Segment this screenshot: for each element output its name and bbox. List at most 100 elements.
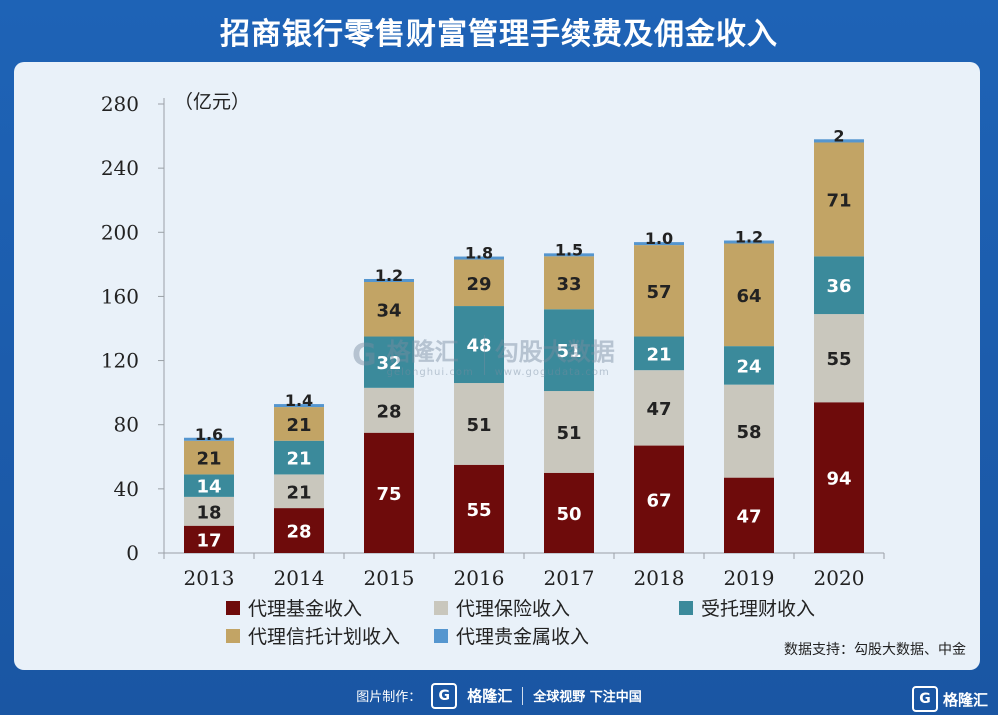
- corner-logo-icon: G: [911, 686, 938, 712]
- bar-label: 64: [736, 286, 761, 307]
- bar-label: 36: [826, 276, 851, 297]
- bar-segment: [184, 440, 234, 475]
- x-tick-label: 2015: [364, 566, 415, 590]
- bar-segment: [544, 253, 594, 257]
- x-tick-label: 2018: [634, 566, 685, 590]
- bar-label: 17: [196, 530, 221, 551]
- legend-label: 代理基金收入: [248, 598, 362, 620]
- bar-label: 21: [286, 482, 311, 503]
- bar-label: 75: [376, 484, 401, 505]
- watermark-brand: 格隆汇: [386, 338, 459, 366]
- legend-swatch: [226, 629, 240, 643]
- footer-prefix: 图片制作：: [356, 690, 422, 705]
- legend-label: 代理信托计划收入: [248, 626, 400, 648]
- bar-label: 18: [196, 502, 221, 523]
- y-axis-unit: （亿元）: [174, 91, 250, 113]
- bar-segment: [184, 525, 234, 553]
- bar-segment: [634, 245, 684, 337]
- corner-brand: G 格隆汇: [911, 686, 988, 712]
- bar-segment: [454, 256, 504, 260]
- bar-segment: [724, 240, 774, 244]
- bar-label: 33: [556, 274, 581, 295]
- bar-label: 67: [646, 490, 671, 511]
- bar-label: 47: [646, 399, 671, 420]
- bar-label: 21: [286, 449, 311, 470]
- bar-segment: [274, 440, 324, 475]
- legend-swatch: [434, 629, 448, 643]
- bar-segment: [454, 259, 504, 307]
- x-tick-label: 2013: [184, 566, 235, 590]
- bar-label: 29: [466, 274, 491, 295]
- bar-segment: [454, 306, 504, 384]
- legend-label: 代理保险收入: [456, 598, 570, 620]
- bar-label: 2: [833, 126, 844, 145]
- bar-segment: [274, 474, 324, 509]
- bar-label: 28: [376, 401, 401, 422]
- bar-segment: [184, 437, 234, 441]
- bar-segment: [274, 508, 324, 553]
- footer: 图片制作： G 格隆汇 全球视野 下注中国: [0, 676, 998, 715]
- bar-label: 51: [556, 341, 581, 362]
- legend-swatch: [679, 601, 693, 615]
- bar-label: 51: [466, 415, 491, 436]
- bar-label: 1.2: [375, 266, 403, 285]
- bar-label: 47: [736, 506, 761, 527]
- stacked-bar-chart: 0 40 80 120 160 200 240 280 （亿元） 2013 2014 2015 2016…: [101, 91, 966, 658]
- bar-segment: [724, 477, 774, 553]
- legend-swatch: [226, 601, 240, 615]
- bar-segment: [724, 243, 774, 347]
- y-tick-label: 80: [114, 413, 139, 437]
- x-tick-label: 2017: [544, 566, 595, 590]
- bar-segment: [364, 278, 414, 282]
- page-title: 招商银行零售财富管理手续费及佣金收入: [220, 17, 778, 52]
- bar-label: 94: [826, 469, 851, 490]
- legend-label: 受托理财收入: [701, 598, 815, 620]
- x-tick-label: 2019: [724, 566, 775, 590]
- bar-label: 1.8: [465, 244, 493, 263]
- watermark: G 格隆汇 gelonghui.com 勾股大数据 www.gogudata.c…: [352, 332, 615, 378]
- bar-segment: [634, 370, 684, 446]
- bar-segment: [814, 142, 864, 257]
- bar-segment: [364, 281, 414, 337]
- bar-segment: [274, 407, 324, 441]
- watermark-brand-url: gelonghui.com: [386, 367, 474, 378]
- y-tick-label: 160: [101, 284, 139, 308]
- bar-label: 34: [376, 300, 401, 321]
- x-tick-label: 2014: [274, 566, 325, 590]
- chart-card: 0 40 80 120 160 200 240 280 （亿元） 2013 2014 2015 2016…: [14, 62, 980, 670]
- x-tick-label: 2016: [454, 566, 505, 590]
- bar-label: 51: [556, 423, 581, 444]
- bar-segment: [274, 404, 324, 408]
- bar-label: 1.5: [555, 240, 583, 259]
- y-tick-label: 120: [101, 349, 139, 373]
- bar-label: 21: [286, 415, 311, 436]
- watermark-brand2-url: www.gogudata.com: [494, 367, 610, 378]
- bar-segment: [364, 432, 414, 553]
- bar-label: 57: [646, 282, 671, 303]
- y-tick-label: 40: [114, 477, 139, 501]
- bar-segment: [544, 472, 594, 553]
- bar-label: 28: [286, 522, 311, 543]
- bar-segment: [634, 445, 684, 553]
- bar-label: 14: [196, 477, 221, 498]
- bar-segment: [724, 384, 774, 478]
- y-tick-label: 280: [101, 92, 139, 116]
- bar-label: 32: [376, 353, 401, 374]
- bar-segment: [814, 256, 864, 315]
- bar-segment: [544, 309, 594, 392]
- bar-label: 21: [196, 449, 221, 470]
- bar-segment: [814, 402, 864, 553]
- bar-label: 55: [466, 500, 491, 521]
- bar-segment: [364, 336, 414, 388]
- watermark-divider: [483, 335, 485, 375]
- bar-segment: [364, 387, 414, 433]
- bar-segment: [454, 464, 504, 553]
- bar-label: 48: [466, 336, 491, 357]
- y-tick-label: 240: [101, 156, 139, 180]
- bar-segment: [184, 474, 234, 497]
- bar-label: 21: [646, 344, 671, 365]
- corner-brand-text: 格隆汇: [942, 690, 988, 709]
- watermark-logo-icon: G: [352, 337, 377, 373]
- bar-label: 1.6: [195, 425, 223, 444]
- bar-segment: [634, 242, 684, 246]
